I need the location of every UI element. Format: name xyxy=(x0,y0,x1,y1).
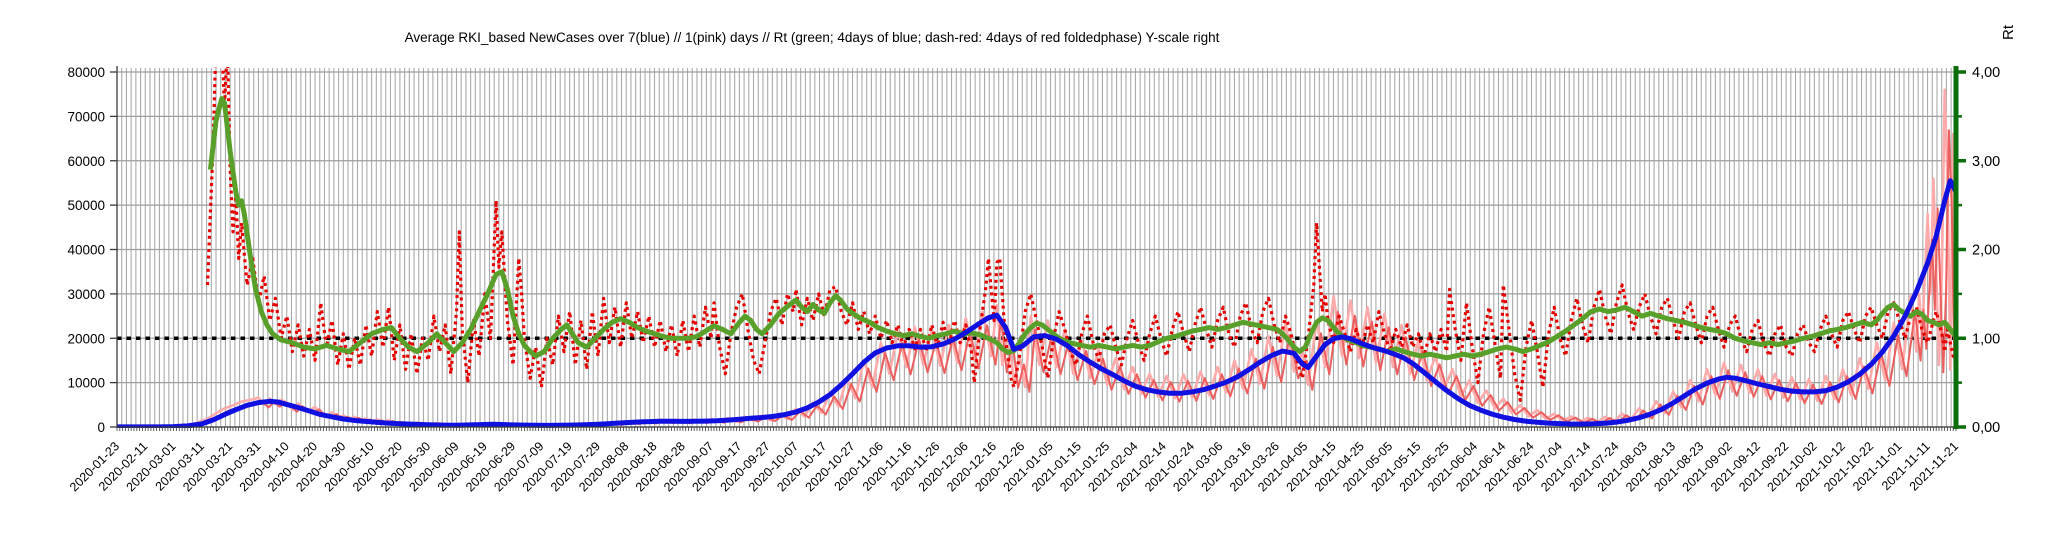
y-right-tick-label: 3,00 xyxy=(1972,154,2000,170)
y-left-tick-label: 60000 xyxy=(67,154,105,169)
y-left-tick-label: 10000 xyxy=(67,376,105,391)
grid-layer xyxy=(117,68,1957,428)
chart-title: Average RKI_based NewCases over 7(blue) … xyxy=(405,30,1220,45)
y-right-tick-label: 2,00 xyxy=(1972,243,2000,259)
series-rt_green xyxy=(207,96,1957,361)
y-left-tick-label: 50000 xyxy=(67,198,105,213)
series-rt_red_dashed xyxy=(205,67,1957,402)
series-cases_7day_blue xyxy=(117,178,1957,428)
y-left-tick-label: 70000 xyxy=(67,109,105,124)
y-right-tick-label: 0,00 xyxy=(1972,420,2000,436)
y-left-tick-label: 80000 xyxy=(67,65,105,80)
y-right-tick-label: 1,00 xyxy=(1972,331,2000,347)
series-layer xyxy=(117,67,1957,428)
y-right-tick-label: 4,00 xyxy=(1972,65,2000,81)
axes-layer xyxy=(110,66,1966,431)
right-axis-title: Rt xyxy=(2000,24,2017,40)
y-left-tick-label: 0 xyxy=(97,420,105,435)
y-left-tick-label: 30000 xyxy=(67,287,105,302)
y-left-tick-label: 20000 xyxy=(67,331,105,346)
y-left-tick-label: 40000 xyxy=(67,243,105,258)
